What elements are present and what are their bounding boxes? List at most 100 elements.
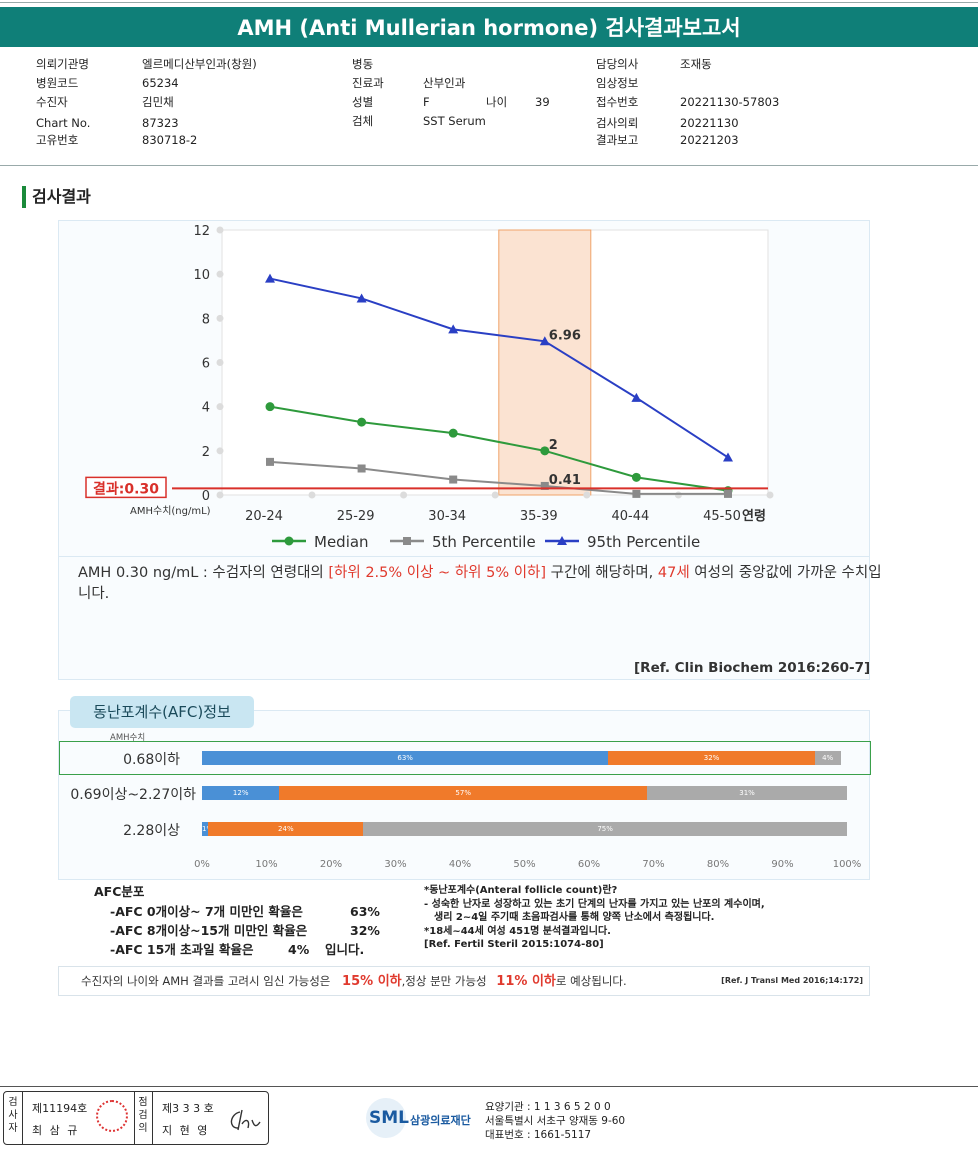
afc-axis-tick: 90% xyxy=(771,859,794,870)
median-point xyxy=(357,417,367,427)
p95-point xyxy=(539,336,550,346)
info-key: 의뢰기관명 xyxy=(36,57,89,71)
org-code: 요양기관 : 1 1 3 6 5 2 0 0 xyxy=(485,1101,611,1113)
divider-2 xyxy=(134,1092,135,1144)
info-key: 검사의뢰 xyxy=(596,116,639,130)
series-line xyxy=(269,277,729,459)
result-label: 결과:0.30 xyxy=(93,480,159,497)
report-title: AMH (Anti Mullerian hormone) 검사결과보고서 xyxy=(0,7,978,47)
median-point xyxy=(265,402,275,412)
afc-bar-segment: 31% xyxy=(647,786,847,800)
prob-text-3: 로 예상됩니다. xyxy=(555,974,627,988)
y-tick-dot xyxy=(216,270,224,278)
info-value: 65234 xyxy=(142,76,179,90)
afc-axis-tick: 100% xyxy=(832,859,862,870)
p5-point xyxy=(540,481,549,490)
info-key: 병동 xyxy=(352,57,374,71)
age-value: 39 xyxy=(535,95,550,109)
legend-label: Median xyxy=(314,533,369,551)
info-key: 임상정보 xyxy=(596,76,639,90)
result-description: AMH 0.30 ng/mL : 수검자의 연령대의 [하위 2.5% 이상 ~… xyxy=(78,563,888,605)
point-label: 0.41 xyxy=(549,473,581,488)
info-value: F xyxy=(423,95,430,109)
signature-box: 검사자 제11194호 최 삼 규 점검의 제3 3 3 호 지 현 영 xyxy=(3,1091,269,1145)
org-phone: 대표번호 : 1661-5117 xyxy=(485,1129,592,1141)
afc-note-title: *동난포계수(Anteral follicle count)란? xyxy=(424,885,618,896)
afc-dist-tail: 입니다. xyxy=(325,942,365,957)
ref-clin-biochem: [Ref. Clin Biochem 2016:260-7] xyxy=(634,660,871,676)
info-value: 20221130 xyxy=(680,116,739,130)
divider-3 xyxy=(152,1092,153,1144)
y-tick-label: 2 xyxy=(202,445,210,460)
p95-point xyxy=(265,273,275,283)
afc-dist-title: AFC분포 xyxy=(94,884,145,899)
footer-rule xyxy=(0,1086,978,1087)
afc-row-label: 0.69이상~2.27이하 xyxy=(70,787,196,803)
x-tick-label: 25-29 xyxy=(337,509,375,524)
afc-axis-tick: 30% xyxy=(384,859,407,870)
info-key: Chart No. xyxy=(36,116,91,130)
afc-note-ref: [Ref. Fertil Steril 2015:1074-80] xyxy=(424,939,604,950)
info-key: 병원코드 xyxy=(36,76,79,90)
info-value: 조재동 xyxy=(680,57,712,71)
org-address: 서울특별시 서초구 양재동 9-60 xyxy=(485,1115,626,1127)
info-value: SST Serum xyxy=(423,114,486,128)
afc-dist-text: -AFC 8개이상~15개 미만인 확율은 xyxy=(110,923,308,938)
y-tick-label: 6 xyxy=(202,357,210,372)
pregnancy-probability: 수진자의 나이와 AMH 결과를 고려시 임신 가능성은 15% 이하,정상 분… xyxy=(58,966,870,996)
y-tick-dot xyxy=(216,359,224,366)
y-tick-label: 8 xyxy=(202,312,210,327)
afc-title: 동난포계수(AFC)정보 xyxy=(70,696,254,728)
info-key: 진료과 xyxy=(352,76,384,90)
sml-logo-icon xyxy=(366,1098,406,1138)
series-line xyxy=(269,405,729,492)
info-value: 엘르메디산부인과(창원) xyxy=(142,57,257,71)
legend-marker xyxy=(557,536,567,545)
afc-dist-text: -AFC 15개 초과일 확율은 xyxy=(110,942,254,957)
x-tick-label: 40-44 xyxy=(612,509,650,524)
afc-dist-pct: 63% xyxy=(350,904,380,919)
signature-icon xyxy=(230,1109,261,1131)
inspector-label: 검사자 xyxy=(8,1097,18,1134)
info-key: 검체 xyxy=(352,114,374,128)
afc-axis-tick: 50% xyxy=(513,859,536,870)
x-tick-label: 20-24 xyxy=(245,509,283,524)
info-value: 87323 xyxy=(142,116,179,130)
info-key: 결과보고 xyxy=(596,133,639,147)
afc-axis-tick: 40% xyxy=(448,859,472,870)
afc-axis-tick: 10% xyxy=(255,859,278,870)
checker-name: 지 현 영 xyxy=(162,1124,210,1137)
desc-text-1: AMH 0.30 ng/mL : 수검자의 연령대의 xyxy=(78,565,329,581)
top-rule xyxy=(0,2,978,3)
legend-marker xyxy=(284,536,294,546)
info-key: 성별 xyxy=(352,95,374,109)
p95-point xyxy=(356,293,367,303)
p5-point xyxy=(632,489,641,498)
afc-bar-segment: 75% xyxy=(363,822,847,836)
legend-label: 95th Percentile xyxy=(587,533,700,551)
x-tick-label: 30-34 xyxy=(428,509,466,524)
amh-line-chart: 0 2 4 6 8 10 12 20-24 25-29 30-34 35-39 40-44 45-50 연… xyxy=(85,224,774,551)
y-tick-dot xyxy=(216,314,224,322)
afc-bar-segment: 12% xyxy=(202,786,280,800)
info-value: 김민채 xyxy=(142,95,174,109)
afc-note-line3: *18세~44세 여성 451명 분석결과입니다. xyxy=(424,925,611,937)
x-tick-dot xyxy=(400,491,408,499)
x-tick-dot xyxy=(308,491,316,499)
legend-marker xyxy=(403,537,411,545)
info-key: 고유번호 xyxy=(36,133,79,147)
median-point xyxy=(540,446,550,456)
afc-axis-tick: 60% xyxy=(577,859,601,870)
info-key: 담당의사 xyxy=(596,57,639,71)
series-line xyxy=(269,460,728,495)
result-label-box xyxy=(85,476,167,499)
desc-age: 47세 xyxy=(657,565,690,581)
p5-point xyxy=(449,475,458,484)
inspector-number: 제11194호 xyxy=(32,1102,88,1115)
p95-point xyxy=(448,324,459,334)
prob-text-2: ,정상 분만 가능성 xyxy=(401,974,487,988)
sml-logo-text: SML xyxy=(369,1108,409,1128)
point-label: 2 xyxy=(549,438,558,453)
x-tick-dot xyxy=(766,491,774,499)
org-name: 삼광의료재단 xyxy=(410,1114,471,1127)
